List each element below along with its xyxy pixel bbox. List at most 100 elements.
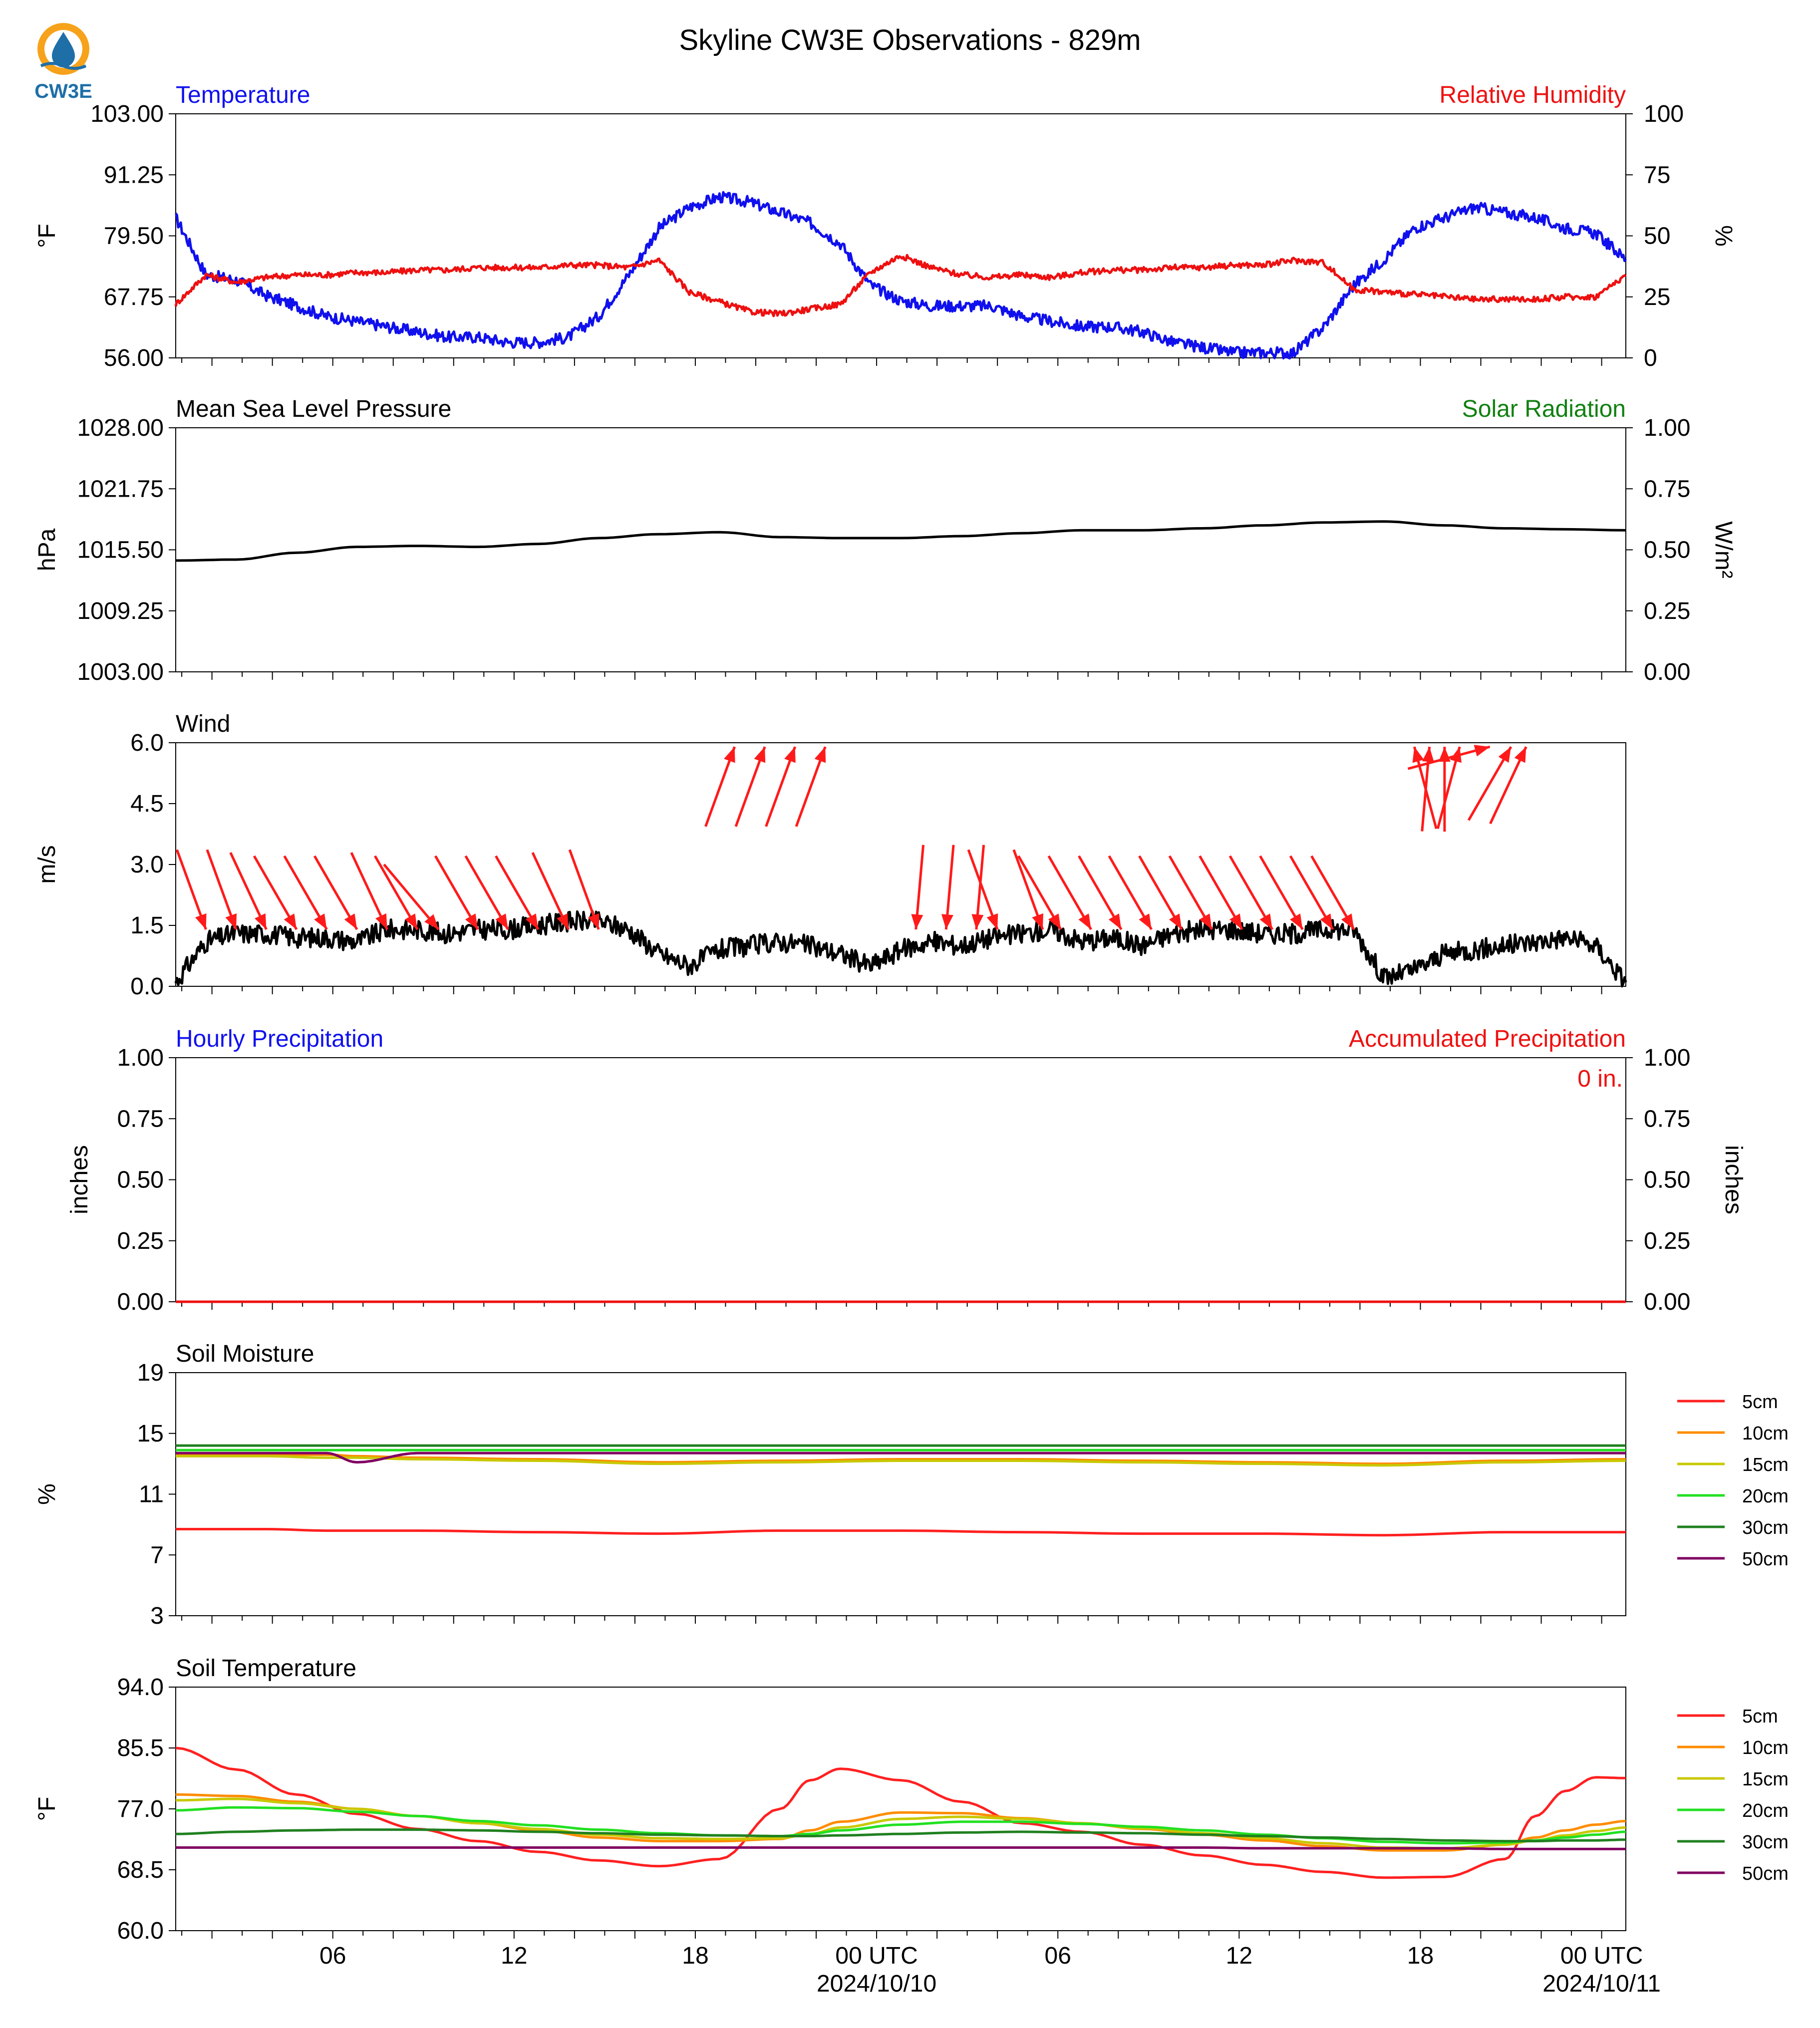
panel-frame — [175, 1057, 1626, 1302]
series-line-15cm — [176, 1454, 1626, 1467]
y-axis-label: hPa — [34, 528, 60, 571]
logo-wave — [40, 62, 87, 70]
wind-arrow-head — [814, 747, 826, 763]
legend: 5cm 10cm 15cm 20cm 30cm 50cm — [1677, 1706, 1789, 1884]
series-line-temperature — [174, 191, 1627, 360]
panel-5: 94.0 85.5 77.0 68.5 60.0 °F Soil Temperature 5c… — [34, 1655, 1789, 1944]
y-tick-label: 1.00 — [117, 1045, 164, 1071]
y-tick-label: 67.75 — [104, 284, 164, 310]
y-tick-label-right: 0.00 — [1644, 659, 1690, 685]
y-tick-label-right: 1.00 — [1644, 415, 1690, 441]
legend-label: 30cm — [1742, 1517, 1789, 1538]
y-tick-label: 4.5 — [130, 791, 164, 817]
y-tick-label: 94.0 — [117, 1674, 164, 1701]
y-tick-label-right: 0.50 — [1644, 1167, 1690, 1193]
series-line-50cm — [176, 1846, 1626, 1850]
y-tick-label: 1009.25 — [77, 598, 164, 624]
y-axis-label-right: % — [1710, 225, 1737, 247]
panel-frame — [175, 1687, 1626, 1931]
y-tick-label: 0.00 — [117, 1289, 164, 1315]
panel-title-left: Soil Temperature — [176, 1655, 356, 1682]
y-tick-label: 3 — [150, 1603, 164, 1629]
panel-title-left: Hourly Precipitation — [176, 1026, 383, 1052]
y-tick-label-right: 100 — [1644, 101, 1684, 127]
wind-arrow-head — [754, 747, 766, 763]
wind-arrow-head — [1169, 913, 1182, 930]
logo-text: CW3E — [34, 80, 92, 102]
legend-label: 50cm — [1742, 1863, 1789, 1884]
wind-arrow-head — [588, 913, 600, 930]
legend-label: 10cm — [1742, 1423, 1789, 1444]
legend-label: 20cm — [1742, 1486, 1789, 1507]
wind-arrow-head — [465, 913, 478, 930]
series-line-30cm — [175, 1828, 1626, 1843]
x-tick-label: 12 — [501, 1943, 527, 1969]
y-tick-label: 0.25 — [117, 1228, 164, 1254]
wind-arrow-head — [1108, 913, 1122, 930]
y-axis-label: °F — [34, 224, 60, 248]
wind-arrow-head — [1229, 913, 1242, 930]
legend-label: 20cm — [1742, 1800, 1789, 1821]
wind-arrow-head — [195, 913, 207, 930]
x-tick-label: 00 UTC — [835, 1943, 917, 1969]
y-axis-label-right: W/m² — [1710, 521, 1737, 579]
wind-arrow-head — [1078, 913, 1091, 930]
wind-arrow-head — [255, 913, 267, 930]
x-tick-label: 18 — [682, 1943, 708, 1969]
y-axis-label: inches — [66, 1145, 93, 1214]
legend: 5cm 10cm 15cm 20cm 30cm 50cm — [1677, 1392, 1789, 1570]
panel-1: 1028.00 1021.75 1015.50 1009.25 1003.00 1.00 0… — [34, 396, 1737, 685]
panel-title-left: Mean Sea Level Pressure — [176, 396, 451, 422]
y-axis-label: m/s — [34, 845, 60, 883]
panel-title-right: Solar Radiation — [1462, 396, 1626, 422]
cw3e-logo: CW3E — [34, 23, 92, 102]
y-tick-label: 11 — [139, 1481, 164, 1508]
wind-arrow-head — [1341, 913, 1354, 930]
wind-arrow-head — [284, 913, 297, 930]
legend-label: 5cm — [1742, 1392, 1778, 1413]
wind-arrow-head — [724, 747, 735, 763]
panel-3: 1.00 0.75 0.50 0.25 0.00 1.00 0.75 0.50 0.25 0.00… — [66, 1026, 1747, 1315]
wind-arrow-head — [525, 913, 539, 930]
wind-arrow-head — [1199, 913, 1212, 930]
x-tick-label: 06 — [319, 1943, 346, 1969]
legend-label: 30cm — [1742, 1832, 1789, 1853]
y-tick-label: 1.5 — [130, 912, 164, 939]
panel-title-left: Wind — [176, 711, 230, 737]
y-tick-label-right: 50 — [1644, 223, 1670, 250]
y-tick-label-right: 0.25 — [1644, 598, 1690, 624]
y-tick-label-right: 1.00 — [1644, 1045, 1690, 1071]
panel-frame — [175, 427, 1626, 672]
panel-title-left: Temperature — [176, 82, 310, 108]
series-line-20cm — [175, 1806, 1626, 1845]
wind-arrow-head — [344, 913, 357, 930]
series-line-50cm — [176, 1451, 1626, 1464]
wind-arrow-head — [911, 914, 923, 930]
accumulated-total-label: 0 in. — [1577, 1066, 1623, 1092]
chart-title: Skyline CW3E Observations - 829m — [679, 24, 1141, 56]
wind-arrow-head — [557, 913, 569, 930]
y-tick-label: 15 — [137, 1421, 164, 1447]
wind-arrow-head — [1032, 913, 1043, 930]
legend-label: 5cm — [1742, 1706, 1778, 1727]
logo-drop — [52, 32, 75, 67]
y-tick-label-right: 0 — [1644, 345, 1657, 371]
y-tick-label-right: 75 — [1644, 162, 1670, 188]
wind-arrow-head — [1139, 913, 1152, 930]
panel-title-right: Accumulated Precipitation — [1349, 1026, 1626, 1052]
wind-arrow-head — [986, 913, 998, 930]
wind-arrow-head — [314, 913, 327, 930]
wind-arrow-head — [424, 914, 439, 930]
x-date-label: 2024/10/10 — [817, 1971, 936, 1997]
y-tick-label-right: 0.00 — [1644, 1289, 1690, 1315]
panel-title-right: Relative Humidity — [1440, 82, 1626, 108]
y-tick-label: 103.00 — [90, 101, 164, 127]
y-tick-label: 1021.75 — [77, 476, 164, 502]
wind-arrow-head — [375, 913, 387, 930]
y-tick-label: 0.50 — [117, 1167, 164, 1193]
x-tick-label: 00 UTC — [1560, 1943, 1643, 1969]
y-tick-label: 6.0 — [130, 730, 164, 756]
legend-label: 10cm — [1742, 1738, 1789, 1758]
